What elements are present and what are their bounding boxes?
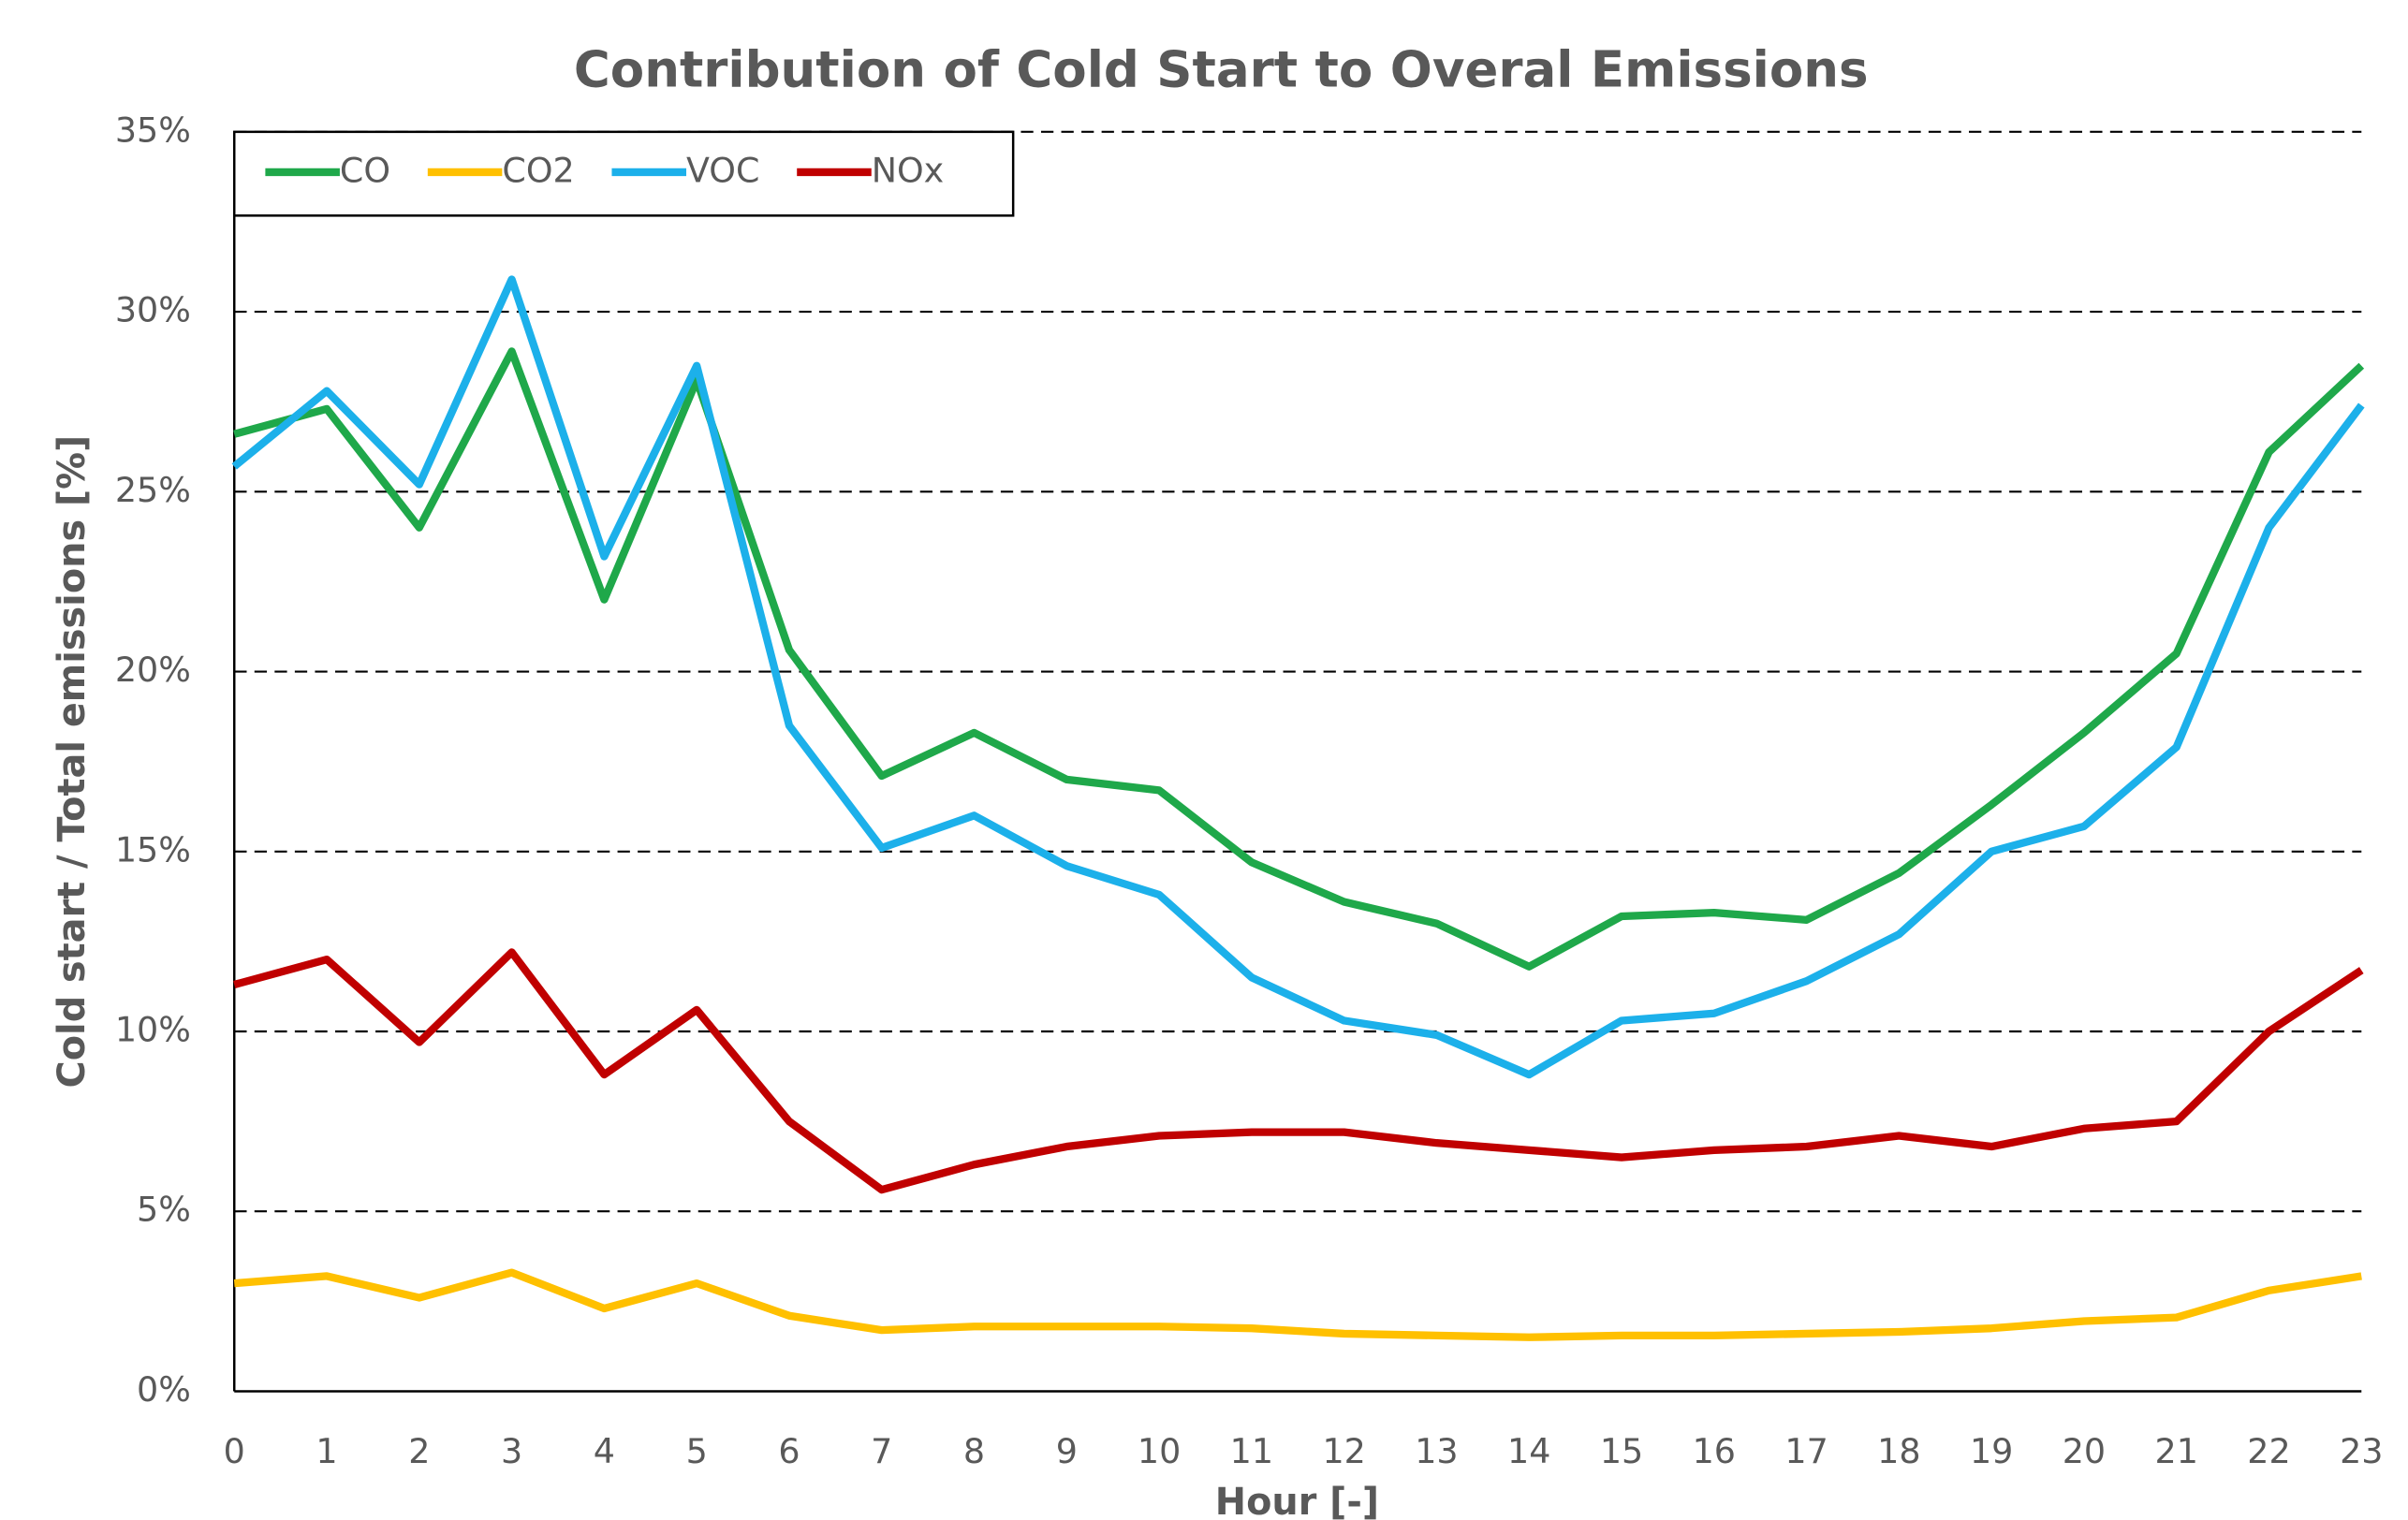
x-tick-label: 14 — [1507, 1431, 1550, 1471]
x-tick-label: 5 — [686, 1431, 708, 1471]
y-tick-label: 20% — [115, 650, 191, 690]
series-line — [233, 347, 2365, 971]
x-tick-label: 0 — [224, 1431, 245, 1471]
x-tick-label: 15 — [1600, 1431, 1643, 1471]
x-tick-label: 11 — [1230, 1431, 1273, 1471]
y-tick-label: 30% — [115, 290, 191, 330]
x-tick-label: 3 — [501, 1431, 522, 1471]
series-line — [231, 275, 2365, 1079]
legend-label: CO — [340, 150, 390, 190]
x-tick-label: 16 — [1693, 1431, 1736, 1471]
series-line — [233, 948, 2364, 1194]
chart-title: Contribution of Cold Start to Overal Emi… — [574, 41, 1869, 99]
x-tick-label: 7 — [871, 1431, 892, 1471]
x-axis-title: Hour [-] — [1215, 1481, 1379, 1520]
x-tick-label: 6 — [778, 1431, 800, 1471]
y-tick-label: 0% — [137, 1369, 191, 1410]
x-tick-label: 17 — [1784, 1431, 1828, 1471]
x-tick-label: 19 — [1970, 1431, 2013, 1471]
y-tick-label: 35% — [115, 110, 191, 150]
legend-label: CO2 — [502, 150, 574, 190]
x-tick-label: 21 — [2155, 1431, 2198, 1471]
y-tick-label: 15% — [115, 829, 191, 870]
y-tick-label: 5% — [137, 1190, 191, 1230]
legend-label: NOx — [872, 150, 945, 190]
x-tick-label: 20 — [2063, 1431, 2106, 1471]
x-tick-label: 9 — [1056, 1431, 1078, 1471]
x-tick-label: 18 — [1877, 1431, 1920, 1471]
x-tick-label: 8 — [963, 1431, 985, 1471]
series-line — [233, 1268, 2362, 1341]
x-tick-label: 4 — [594, 1431, 615, 1471]
x-tick-label: 22 — [2247, 1431, 2290, 1471]
y-tick-label: 25% — [115, 470, 191, 510]
x-tick-label: 12 — [1322, 1431, 1365, 1471]
x-tick-label: 2 — [408, 1431, 430, 1471]
y-axis-title: Cold start / Total emissions [%] — [51, 435, 94, 1089]
x-tick-label: 13 — [1415, 1431, 1458, 1471]
x-tick-label: 1 — [316, 1431, 337, 1471]
legend-label: VOC — [686, 150, 759, 190]
x-tick-label: 23 — [2340, 1431, 2383, 1471]
x-tick-label: 10 — [1138, 1431, 1181, 1471]
y-tick-label: 10% — [115, 1010, 191, 1050]
